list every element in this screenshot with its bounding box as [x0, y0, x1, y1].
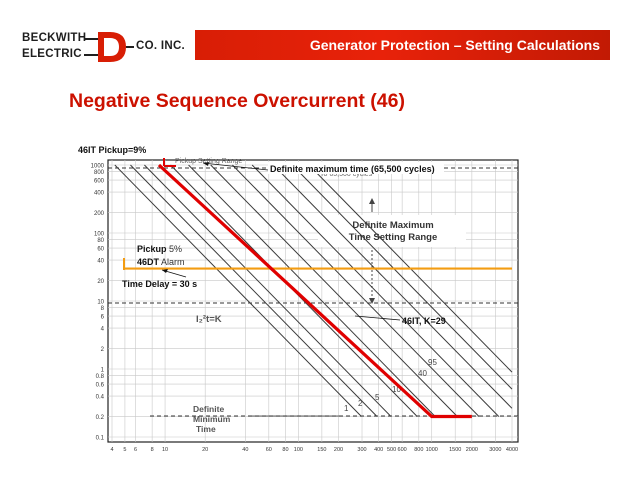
k-curve-line	[114, 164, 362, 417]
header-title: Generator Protection – Setting Calculati…	[309, 37, 600, 53]
k40-label: 40	[418, 369, 427, 378]
def-max-arrow-top-head-icon	[369, 198, 375, 204]
x-tick-label: 400	[374, 447, 383, 453]
x-tick-label: 20	[202, 447, 208, 453]
k-curve-line	[144, 164, 392, 417]
to-65500-label: To 65,500 cycles	[320, 171, 373, 178]
k95-label: 95	[428, 358, 437, 367]
logo-line2: ELECTRIC	[22, 48, 82, 60]
time-delay-annotation: Time Delay = 30 s	[122, 279, 197, 289]
y-tick-label: 0.8	[96, 374, 105, 380]
x-tick-label: 800	[414, 447, 423, 453]
y-tick-label: 0.2	[96, 415, 105, 421]
pickup-46it-annotation: 46IT Pickup=9%	[78, 145, 146, 155]
k5-label: 5	[375, 393, 380, 402]
y-tick-label: 1	[101, 368, 105, 374]
dt-annotation: 46DT Alarm	[137, 257, 185, 267]
x-tick-label: 80	[282, 447, 288, 453]
k-curve-line	[232, 164, 480, 417]
i2t-equation-label: I₂²t=K	[196, 314, 222, 325]
x-tick-label: 600	[398, 447, 407, 453]
x-tick-label: 1000	[426, 447, 438, 453]
k1-label: 1	[344, 404, 349, 413]
x-tick-label: 40	[242, 447, 248, 453]
x-tick-label: 3000	[489, 447, 501, 453]
def-max-box	[318, 215, 466, 247]
y-tick-label: 100	[94, 232, 105, 238]
def-max-label-1: Definite Maximum	[352, 220, 433, 231]
y-tick-label: 1000	[91, 164, 105, 170]
x-tick-label: 200	[334, 447, 343, 453]
y-tick-label: 600	[94, 179, 105, 185]
y-tick-label: 60	[97, 247, 104, 253]
k10-label: 10	[392, 385, 401, 394]
y-tick-label: 4	[101, 327, 105, 333]
logo-line1: BECKWITH	[22, 32, 87, 44]
k-curve-line	[273, 164, 513, 409]
k-curve-line	[291, 164, 513, 390]
company-logo: BECKWITH ELECTRIC CO. INC.	[22, 30, 192, 64]
y-tick-label: 40	[97, 259, 104, 265]
def-min-label-1: Definite	[193, 404, 224, 414]
y-tick-label: 800	[94, 170, 105, 176]
x-tick-label: 4	[110, 447, 113, 453]
def-max-arrow-head-icon	[369, 298, 375, 304]
x-tick-label: 10	[162, 447, 168, 453]
y-tick-label: 10	[97, 300, 104, 306]
x-tick-label: 1500	[449, 447, 461, 453]
def-min-label-3: Time	[196, 424, 216, 434]
k-curve-line	[188, 164, 436, 417]
x-tick-label: 8	[151, 447, 154, 453]
header-banner: Generator Protection – Setting Calculati…	[195, 30, 610, 60]
x-tick-label: 5	[123, 447, 126, 453]
x-tick-label: 100	[294, 447, 303, 453]
y-tick-label: 0.1	[96, 436, 105, 442]
def-max-leader	[202, 162, 269, 171]
k-curve-annotation: 46IT, K=29	[402, 316, 446, 326]
y-tick-label: 2	[101, 347, 105, 353]
def-min-label-2: Minimum	[193, 414, 231, 424]
x-tick-label: 150	[317, 447, 326, 453]
x-tick-label: 6	[134, 447, 137, 453]
x-tick-labels: 4 5 6 8 10 20 40 60 80 100 150 200 300 400 500 600 800 10…	[110, 447, 518, 453]
y-tick-label: 8	[101, 306, 105, 312]
y-tick-label: 80	[97, 238, 104, 244]
trip-46it-series	[157, 163, 472, 419]
logo-d-mark-icon	[84, 32, 134, 62]
k-curve-line	[130, 164, 378, 417]
k2-label: 2	[358, 399, 363, 408]
trip-46it-line	[157, 163, 472, 419]
page-title: Negative Sequence Overcurrent (46)	[69, 90, 405, 112]
y-tick-label: 0.6	[96, 383, 105, 389]
y-tick-label: 200	[94, 211, 105, 217]
pickup-setting-range-label: Pickup Setting Range	[175, 158, 242, 165]
def-max-leader-arrow-icon	[203, 162, 209, 166]
def-max-annotation: Definite maximum time (65,500 cycles)	[270, 164, 435, 174]
y-tick-label: 400	[94, 191, 105, 197]
x-tick-label: 300	[357, 447, 366, 453]
x-tick-label: 60	[266, 447, 272, 453]
logo-right: CO. INC.	[136, 40, 186, 52]
time-delay-leader-arrow-icon	[162, 269, 168, 273]
pickup-annotation: Pickup 5%	[137, 244, 182, 254]
x-tick-label: 500	[387, 447, 396, 453]
x-tick-label: 2000	[466, 447, 478, 453]
k-curve-line	[251, 164, 500, 417]
x-tick-label: 4000	[506, 447, 518, 453]
y-tick-label: 0.4	[96, 395, 105, 401]
k-curve-leader	[354, 315, 401, 321]
y-tick-label: 20	[97, 279, 104, 285]
def-max-annotation-bg	[268, 162, 444, 174]
def-max-label-2: Time Setting Range	[349, 232, 438, 243]
y-tick-label: 6	[101, 315, 105, 321]
k-curve-line	[210, 164, 458, 417]
